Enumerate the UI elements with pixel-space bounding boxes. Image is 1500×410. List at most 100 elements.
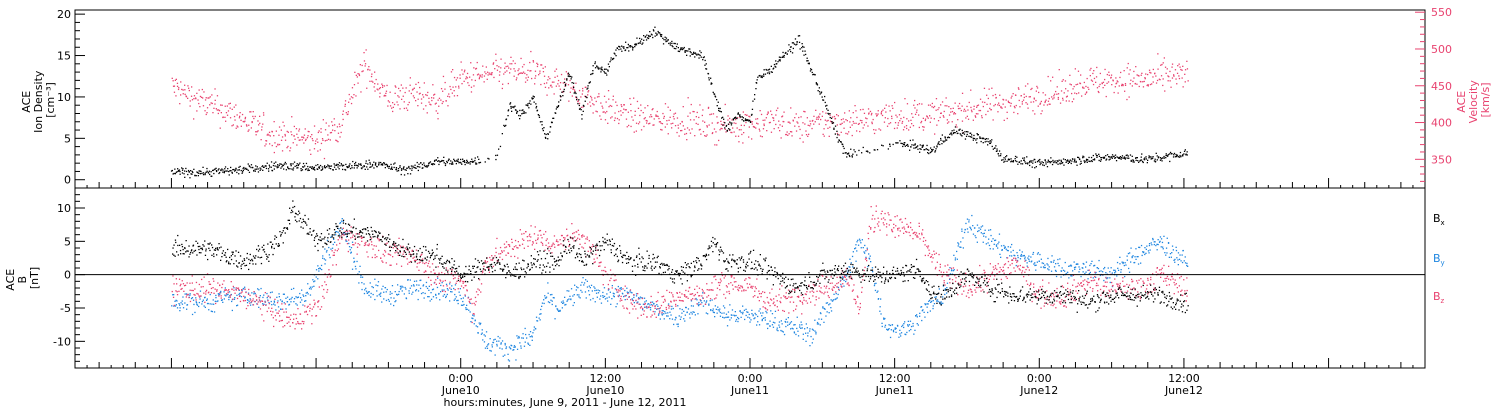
data-point (822, 111, 824, 113)
data-point (960, 241, 962, 243)
data-point (739, 115, 741, 117)
data-point (1029, 96, 1031, 98)
data-point (253, 293, 255, 295)
data-point (1120, 158, 1122, 160)
data-point (833, 128, 835, 130)
data-point (474, 159, 476, 162)
data-point (375, 284, 377, 286)
data-point (687, 97, 689, 99)
data-point (819, 113, 821, 115)
data-point (877, 113, 879, 115)
data-point (557, 309, 559, 312)
data-point (1079, 268, 1081, 270)
data-point (445, 295, 447, 297)
data-point (260, 168, 262, 170)
data-point (303, 142, 305, 144)
data-point (440, 291, 442, 293)
data-point (1164, 252, 1166, 254)
data-point (567, 299, 569, 301)
data-point (363, 283, 365, 285)
data-point (553, 117, 555, 119)
data-point (382, 84, 384, 87)
data-point (1163, 235, 1165, 237)
data-point (299, 139, 301, 141)
data-point (722, 116, 724, 118)
data-point (818, 318, 820, 320)
data-point (327, 134, 329, 136)
data-point (319, 268, 321, 270)
data-point (290, 165, 292, 167)
data-point (1049, 162, 1051, 164)
data-point (324, 129, 327, 131)
data-point (198, 301, 200, 304)
data-point (506, 70, 508, 72)
data-point (403, 174, 406, 176)
data-point (491, 72, 493, 74)
data-point (935, 98, 938, 100)
data-point (457, 299, 459, 302)
data-point (785, 51, 787, 54)
data-point (216, 170, 218, 173)
data-point (960, 246, 962, 248)
data-point (1006, 160, 1008, 162)
data-point (435, 293, 437, 296)
data-point (342, 220, 344, 222)
data-point (535, 75, 537, 77)
data-point (569, 79, 571, 82)
data-point (337, 166, 339, 168)
data-point (476, 61, 478, 64)
y-tick-label: 450 (1431, 80, 1452, 93)
data-point (381, 288, 383, 290)
data-point (1137, 256, 1139, 258)
data-point (1010, 102, 1012, 105)
data-point (239, 292, 241, 295)
data-point (459, 288, 461, 290)
data-point (769, 325, 771, 327)
data-point (226, 114, 229, 116)
data-point (966, 131, 968, 133)
data-point (363, 52, 365, 54)
data-point (977, 104, 980, 106)
data-point (317, 265, 319, 267)
data-point (957, 132, 959, 134)
data-point (567, 73, 569, 75)
data-point (831, 122, 834, 124)
data-point (285, 163, 287, 165)
data-point (764, 73, 767, 75)
data-point (809, 125, 811, 127)
data-point (1006, 155, 1008, 157)
data-point (518, 72, 520, 75)
data-point (664, 36, 666, 38)
data-point (1159, 240, 1161, 242)
data-point (542, 71, 545, 73)
data-point (1148, 157, 1150, 159)
data-point (202, 286, 204, 288)
data-point (1144, 247, 1146, 249)
data-point (502, 83, 504, 85)
data-point (727, 316, 730, 318)
data-point (875, 129, 877, 131)
data-point (1066, 160, 1068, 162)
data-point (463, 71, 466, 73)
data-point (302, 304, 304, 306)
data-point (1053, 95, 1055, 97)
data-point (333, 118, 335, 120)
data-point (897, 122, 900, 124)
data-point (505, 118, 508, 120)
data-point (929, 121, 931, 123)
data-point (702, 131, 705, 133)
y-tick-label: 15 (57, 50, 71, 63)
data-point (459, 161, 461, 163)
data-point (910, 119, 912, 121)
data-point (719, 110, 721, 112)
data-point (511, 345, 513, 347)
data-point (377, 281, 380, 283)
data-point (296, 144, 298, 146)
data-point (578, 99, 580, 101)
data-point (972, 119, 974, 121)
data-point (763, 75, 765, 77)
data-point (532, 61, 535, 63)
data-point (315, 276, 317, 278)
data-point (745, 119, 747, 121)
data-point (916, 316, 918, 318)
